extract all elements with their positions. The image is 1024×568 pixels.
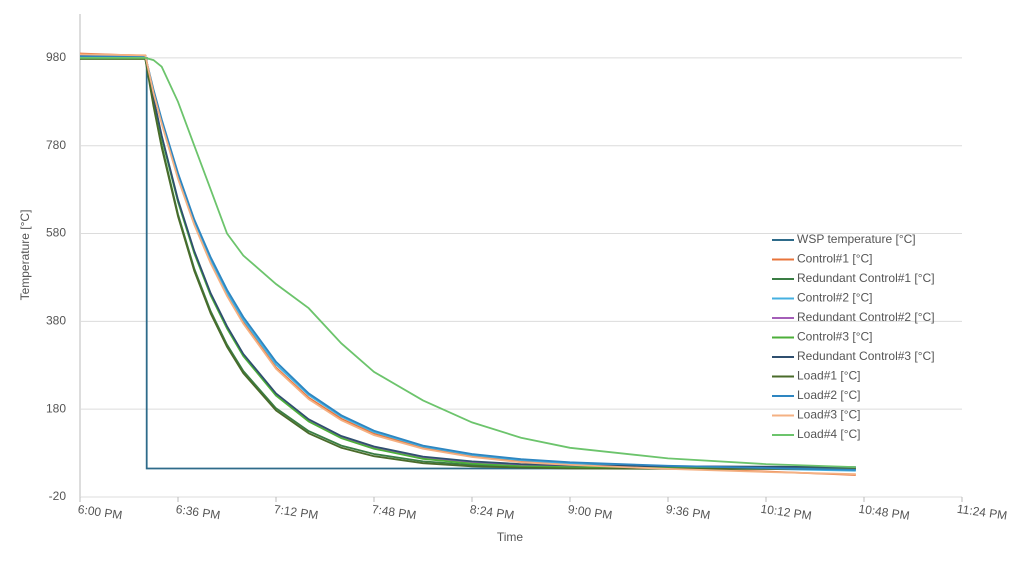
y-tick-label: 980 [46,50,66,64]
y-axis-title: Temperature [°C] [18,210,32,301]
legend-label: Redundant Control#2 [°C] [797,310,935,324]
legend-label: Control#2 [°C] [797,291,873,305]
legend-label: Load#1 [°C] [797,369,861,383]
series-line [79,52,856,476]
series-line [80,57,856,470]
series-line [80,55,856,471]
series-line [79,53,856,476]
y-tick-label: 380 [46,314,66,328]
legend-label: Control#1 [°C] [797,252,873,266]
series-line [80,57,856,470]
x-axis-title: Time [497,530,524,544]
x-tick-label: 9:36 PM [665,502,711,522]
x-tick-label: 10:12 PM [760,502,813,523]
legend-label: Load#2 [°C] [797,388,861,402]
x-tick-label: 10:48 PM [858,502,911,523]
legend-label: Redundant Control#1 [°C] [797,271,935,285]
y-tick-label: 580 [46,226,66,240]
x-tick-label: 11:24 PM [956,502,1008,523]
x-tick-label: 6:00 PM [77,502,123,522]
y-tick-label: 780 [46,138,66,152]
series-line [80,57,856,468]
x-tick-label: 9:00 PM [567,502,613,522]
legend-label: Control#3 [°C] [797,330,873,344]
x-tick-label: 6:36 PM [175,502,221,522]
series-line [80,54,856,471]
y-tick-label: -20 [49,489,67,503]
series-line [80,56,856,472]
series-line [80,57,856,469]
series-line [80,56,856,470]
x-tick-label: 7:12 PM [273,502,319,522]
legend-label: Load#3 [°C] [797,408,861,422]
legend-label: WSP temperature [°C] [797,232,916,246]
x-tick-label: 7:48 PM [371,502,417,522]
legend-label: Load#4 [°C] [797,427,861,441]
x-tick-label: 8:24 PM [469,502,515,522]
legend-label: Redundant Control#3 [°C] [797,349,935,363]
y-tick-label: 180 [46,401,66,415]
series-line [80,54,856,468]
